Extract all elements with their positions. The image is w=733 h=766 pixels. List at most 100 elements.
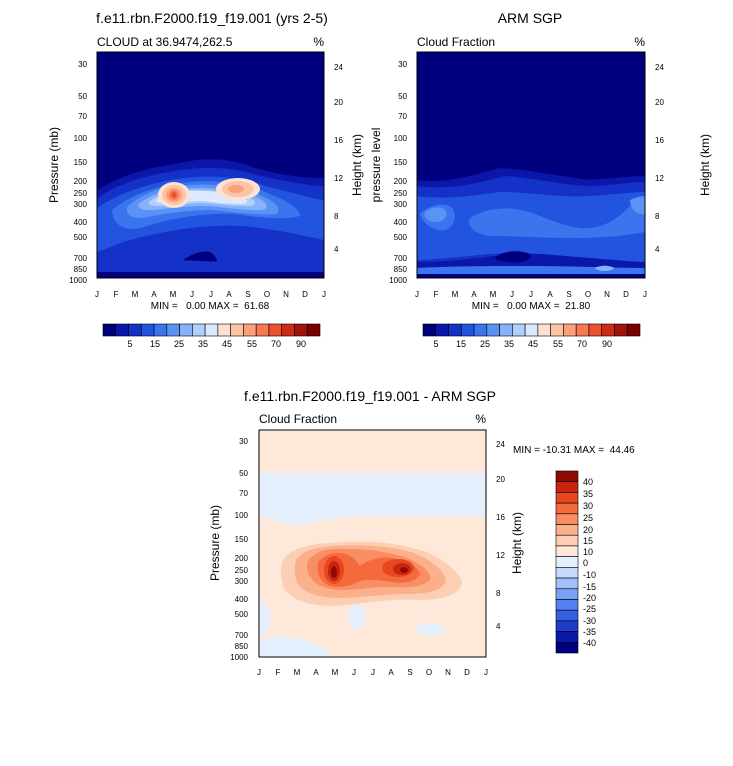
panel-obs-xtick: J xyxy=(529,290,533,299)
panel-model-colorbar-label: 90 xyxy=(296,339,306,349)
panel-obs-plot-area xyxy=(417,52,645,278)
panel-diff-ytick-right: 16 xyxy=(496,513,505,522)
panel-model-xtick: O xyxy=(264,290,270,299)
panel-diff-title: f.e11.rbn.F2000.f19_f19.001 - ARM SGP xyxy=(244,388,496,404)
colorbar-swatch xyxy=(626,323,641,337)
panel-obs-ytick: 100 xyxy=(394,134,408,143)
colorbar-swatch xyxy=(555,534,579,547)
panel-diff-xtick: S xyxy=(407,668,412,677)
panel-model-xtick: F xyxy=(114,290,119,299)
colorbar-swatch xyxy=(192,323,206,337)
panel-model-ylabel: Pressure (mb) xyxy=(47,127,61,203)
panel-diff-colorbar-label: -40 xyxy=(583,638,596,648)
panel-model-xtick: J xyxy=(322,290,326,299)
panel-diff-ytick: 70 xyxy=(239,489,248,498)
panel-obs-y-axis-right: 24 20 16 12 8 4 Height (km) xyxy=(655,63,712,254)
panel-obs-colorbar-label: 70 xyxy=(577,339,587,349)
colorbar-swatch xyxy=(243,323,257,337)
panel-diff-contour-band xyxy=(259,636,330,657)
colorbar-swatch xyxy=(555,599,579,611)
panel-model-colorbar-label: 25 xyxy=(174,339,184,349)
colorbar-swatch xyxy=(204,323,219,337)
panel-diff-colorbar-label: 10 xyxy=(583,547,593,557)
colorbar-swatch xyxy=(281,323,295,337)
panel-diff-ytick-right: 24 xyxy=(496,440,505,449)
panel-diff-colorbar-label: -15 xyxy=(583,582,596,592)
panel-model-xtick: A xyxy=(151,290,157,299)
panel-obs-xtick: A xyxy=(471,290,477,299)
colorbar-swatch xyxy=(555,513,579,525)
panel-diff-xtick: M xyxy=(332,668,339,677)
panel-diff-plot-area xyxy=(259,430,486,657)
panel-obs-xtick: M xyxy=(452,290,459,299)
panel-model-xtick: D xyxy=(302,290,308,299)
colorbar-swatch xyxy=(555,502,579,515)
panel-model-ytick: 70 xyxy=(78,112,87,121)
colorbar-swatch xyxy=(555,631,579,643)
panel-obs-ytick: 500 xyxy=(394,233,408,242)
panel-diff-xtick: O xyxy=(426,668,432,677)
colorbar-swatch xyxy=(555,620,579,632)
panel-diff-xtick: M xyxy=(294,668,301,677)
panel-model-frame xyxy=(96,51,325,279)
colorbar-swatch xyxy=(555,641,579,654)
panel-diff: f.e11.rbn.F2000.f19_f19.001 - ARM SGP Cl… xyxy=(208,388,635,677)
colorbar-swatch xyxy=(555,545,579,557)
colorbar-swatch xyxy=(435,323,449,337)
panel-diff-colorbar-label: 25 xyxy=(583,513,593,523)
panel-obs-ylabel: pressure level xyxy=(369,128,383,203)
colorbar-swatch xyxy=(499,323,513,337)
panel-obs-ytick-right: 4 xyxy=(655,245,660,254)
colorbar-swatch xyxy=(588,323,603,337)
panel-model-ytick-right: 24 xyxy=(334,63,343,72)
colorbar-swatch xyxy=(555,609,579,622)
panel-diff-contour-band xyxy=(348,604,366,630)
panel-diff-ytick: 500 xyxy=(235,610,249,619)
panel-diff-ytick-right: 20 xyxy=(496,475,505,484)
colorbar-swatch xyxy=(555,470,579,483)
panel-diff-ytick: 400 xyxy=(235,595,249,604)
panel-model-colorbar: 5 15 25 35 45 55 70 90 xyxy=(102,323,321,349)
panel-model-xtick: J xyxy=(190,290,194,299)
colorbar-swatch xyxy=(255,323,270,337)
panel-diff-ytick: 1000 xyxy=(230,653,248,662)
panel-model-colorbar-label: 5 xyxy=(127,339,132,349)
panel-model-contour-band xyxy=(228,185,244,193)
panel-obs-xtick: J xyxy=(415,290,419,299)
panel-obs-ytick: 850 xyxy=(394,265,408,274)
panel-obs-ylabel-right: Height (km) xyxy=(698,134,712,196)
panel-obs-ytick: 150 xyxy=(394,158,408,167)
panel-model-colorbar-label: 35 xyxy=(198,339,208,349)
colorbar-swatch xyxy=(473,323,488,337)
colorbar-swatch xyxy=(140,323,155,337)
colorbar-swatch xyxy=(575,323,590,337)
panel-obs-contour-band xyxy=(424,207,447,222)
panel-diff-ytick: 250 xyxy=(235,566,249,575)
panel-model-xtick: M xyxy=(170,290,177,299)
panel-obs-ytick: 50 xyxy=(398,92,407,101)
panel-diff-ytick: 200 xyxy=(235,554,249,563)
panel-obs-colorbar-label: 35 xyxy=(504,339,514,349)
colorbar-swatch xyxy=(460,323,475,337)
panel-diff-ytick: 700 xyxy=(235,631,249,640)
panel-obs-subtitle-left: Cloud Fraction xyxy=(417,35,495,49)
panel-diff-colorbar-label: 20 xyxy=(583,525,593,535)
panel-obs-ytick-right: 16 xyxy=(655,136,664,145)
panel-model-title: f.e11.rbn.F2000.f19_f19.001 (yrs 2-5) xyxy=(96,10,328,26)
panel-obs-xtick: A xyxy=(547,290,553,299)
colorbar-swatch xyxy=(115,323,129,337)
panel-model-ytick-right: 12 xyxy=(334,174,343,183)
panel-obs-x-axis: J F M A M J J A S O N D J xyxy=(415,290,647,299)
panel-model-xtick: A xyxy=(226,290,232,299)
colorbar-swatch xyxy=(486,323,500,337)
panel-obs-xtick: M xyxy=(490,290,497,299)
panel-model-xtick: S xyxy=(245,290,250,299)
colorbar-swatch xyxy=(563,323,577,337)
colorbar-swatch xyxy=(306,323,321,337)
panel-diff-contour-band xyxy=(400,567,408,573)
panel-obs-contour-band xyxy=(495,251,531,263)
panel-obs-contour-band xyxy=(469,200,645,238)
panel-model-ytick: 700 xyxy=(74,254,88,263)
panel-obs-ytick: 250 xyxy=(394,189,408,198)
panel-model: f.e11.rbn.F2000.f19_f19.001 (yrs 2-5) CL… xyxy=(47,10,364,349)
